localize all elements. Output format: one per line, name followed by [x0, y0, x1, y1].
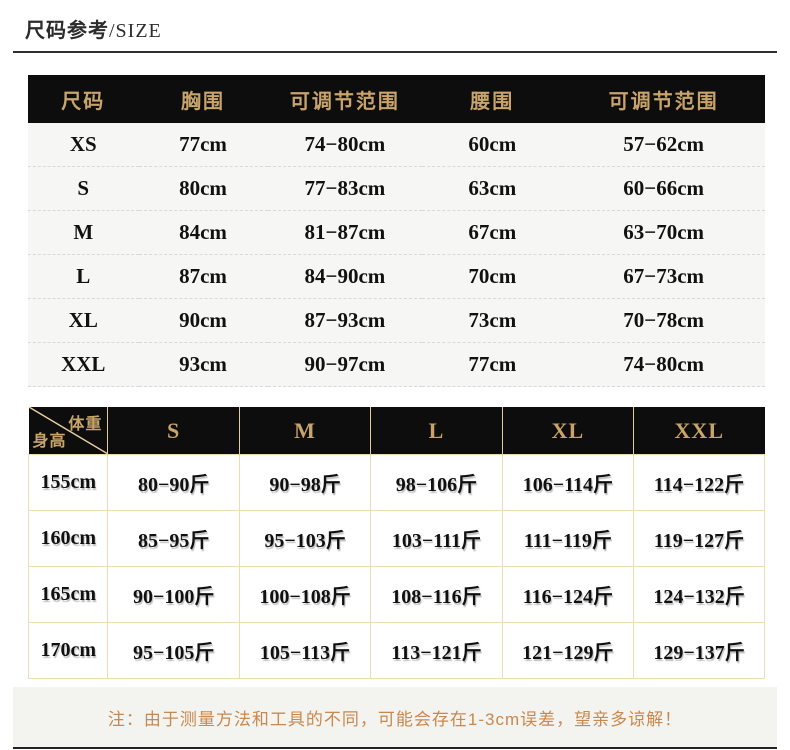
weight-table-header-row: 体重 身高 S M L XL XXL [28, 407, 765, 455]
data-cell: 98−106斤 [370, 454, 503, 511]
data-cell: 90cm [138, 298, 268, 343]
data-cell: 114−122斤 [633, 454, 765, 511]
row-header-cell: XL [28, 298, 139, 343]
table-row: 160cm 85−95斤 95−103斤 103−111斤 111−119斤 119−12… [27, 510, 765, 567]
data-cell: 113−121斤 [370, 622, 503, 679]
weight-col-header: S [107, 407, 240, 455]
data-cell: 63−70cm [562, 210, 765, 255]
data-cell: 74−80cm [562, 342, 765, 387]
data-cell: 95−103斤 [238, 510, 372, 567]
table-row: 170cm 95−105斤 105−113斤 113−121斤 121−129斤 129−… [27, 622, 765, 679]
page-title-cn: 尺码参考 [25, 20, 109, 42]
weight-col-header: M [238, 407, 371, 455]
measurement-note: 注：由于测量方法和工具的不同，可能会存在1-3cm误差，望亲多谅解！ [13, 687, 777, 747]
data-cell: 100−108斤 [238, 566, 372, 623]
row-header-cell: 165cm [27, 566, 109, 623]
corner-height-label: 身高 [32, 433, 67, 450]
row-header-cell: 170cm [27, 622, 109, 679]
table-row: L 87cm 84−90cm 70cm 67−73cm [28, 254, 765, 299]
data-cell: 105−113斤 [238, 622, 372, 679]
row-header-cell: M [28, 210, 139, 255]
data-cell: 70cm [422, 254, 563, 299]
data-cell: 87−93cm [267, 298, 423, 343]
diagonal-divider [29, 407, 108, 454]
title-divider [13, 51, 777, 53]
data-cell: 95−105斤 [107, 622, 240, 679]
data-cell: 77cm [138, 123, 268, 167]
size-table-header-row: 尺码 胸围 可调节范围 腰围 可调节范围 [28, 75, 765, 123]
data-cell: 84cm [138, 210, 268, 255]
size-col-header: 可调节范围 [562, 75, 765, 123]
table-row: XS 77cm 74−80cm 60cm 57−62cm [28, 123, 765, 167]
row-header-cell: 155cm [27, 454, 109, 511]
table-row: M 84cm 81−87cm 67cm 63−70cm [28, 210, 765, 255]
table-row: XXL 93cm 90−97cm 77cm 74−80cm [28, 342, 765, 387]
data-cell: 67−73cm [562, 254, 765, 299]
corner-cell: 体重 身高 [28, 407, 108, 455]
bottom-divider [13, 747, 777, 749]
measurement-note-text: 注：由于测量方法和工具的不同，可能会存在1-3cm误差，望亲多谅解！ [107, 709, 683, 729]
data-cell: 108−116斤 [370, 566, 503, 623]
table-row: 165cm 90−100斤 100−108斤 108−116斤 116−124斤 124−… [27, 566, 765, 623]
row-header-cell: L [28, 254, 139, 299]
data-cell: 116−124斤 [501, 566, 635, 623]
data-cell: 90−98斤 [238, 454, 372, 511]
data-cell: 77−83cm [267, 166, 423, 211]
weight-col-header: L [370, 407, 503, 455]
weight-col-header: XXL [633, 407, 765, 455]
data-cell: 80−90斤 [107, 454, 240, 511]
data-cell: 57−62cm [562, 123, 765, 167]
row-header-cell: XS [28, 123, 139, 167]
row-header-cell: 160cm [27, 510, 109, 567]
data-cell: 121−129斤 [501, 622, 635, 679]
data-cell: 129−137斤 [633, 622, 765, 679]
data-cell: 70−78cm [562, 298, 765, 343]
size-col-header: 胸围 [138, 75, 268, 123]
data-cell: 63cm [422, 166, 563, 211]
data-cell: 60−66cm [562, 166, 765, 211]
table-row: XL 90cm 87−93cm 73cm 70−78cm [28, 298, 765, 343]
page-title: 尺码参考/SIZE [0, 0, 790, 43]
height-weight-table: 体重 身高 S M L XL XXL 155cm 80−90斤 90−98斤 98−106斤 1… [27, 407, 765, 679]
table-row: S 80cm 77−83cm 63cm 60−66cm [28, 166, 765, 211]
corner-weight-label: 体重 [68, 416, 103, 433]
data-cell: 90−97cm [267, 342, 423, 387]
data-cell: 60cm [422, 123, 563, 167]
data-cell: 80cm [138, 166, 268, 211]
data-cell: 93cm [138, 342, 268, 387]
row-header-cell: XXL [28, 342, 139, 387]
page-title-en: /SIZE [109, 20, 162, 42]
table-row: 155cm 80−90斤 90−98斤 98−106斤 106−114斤 114−122斤 [27, 454, 765, 511]
data-cell: 74−80cm [267, 123, 423, 167]
data-cell: 119−127斤 [633, 510, 765, 567]
weight-table-body: 155cm 80−90斤 90−98斤 98−106斤 106−114斤 114−122斤… [27, 454, 765, 679]
size-col-header: 可调节范围 [267, 75, 423, 123]
data-cell: 67cm [422, 210, 563, 255]
size-col-header: 尺码 [28, 75, 139, 123]
data-cell: 111−119斤 [501, 510, 635, 567]
weight-col-header: XL [501, 407, 634, 455]
data-cell: 106−114斤 [501, 454, 635, 511]
data-cell: 90−100斤 [107, 566, 240, 623]
size-col-header: 腰围 [422, 75, 563, 123]
data-cell: 84−90cm [267, 254, 423, 299]
size-table-body: XS 77cm 74−80cm 60cm 57−62cm S 80cm 77−83cm 63cm… [28, 123, 765, 387]
row-header-cell: S [28, 166, 139, 211]
data-cell: 103−111斤 [370, 510, 503, 567]
data-cell: 87cm [138, 254, 268, 299]
data-cell: 77cm [422, 342, 563, 387]
data-cell: 81−87cm [267, 210, 423, 255]
data-cell: 73cm [422, 298, 563, 343]
data-cell: 124−132斤 [633, 566, 765, 623]
size-measurement-table: 尺码 胸围 可调节范围 腰围 可调节范围 XS 77cm 74−80cm 60cm 57−62c… [28, 75, 765, 387]
data-cell: 85−95斤 [107, 510, 240, 567]
